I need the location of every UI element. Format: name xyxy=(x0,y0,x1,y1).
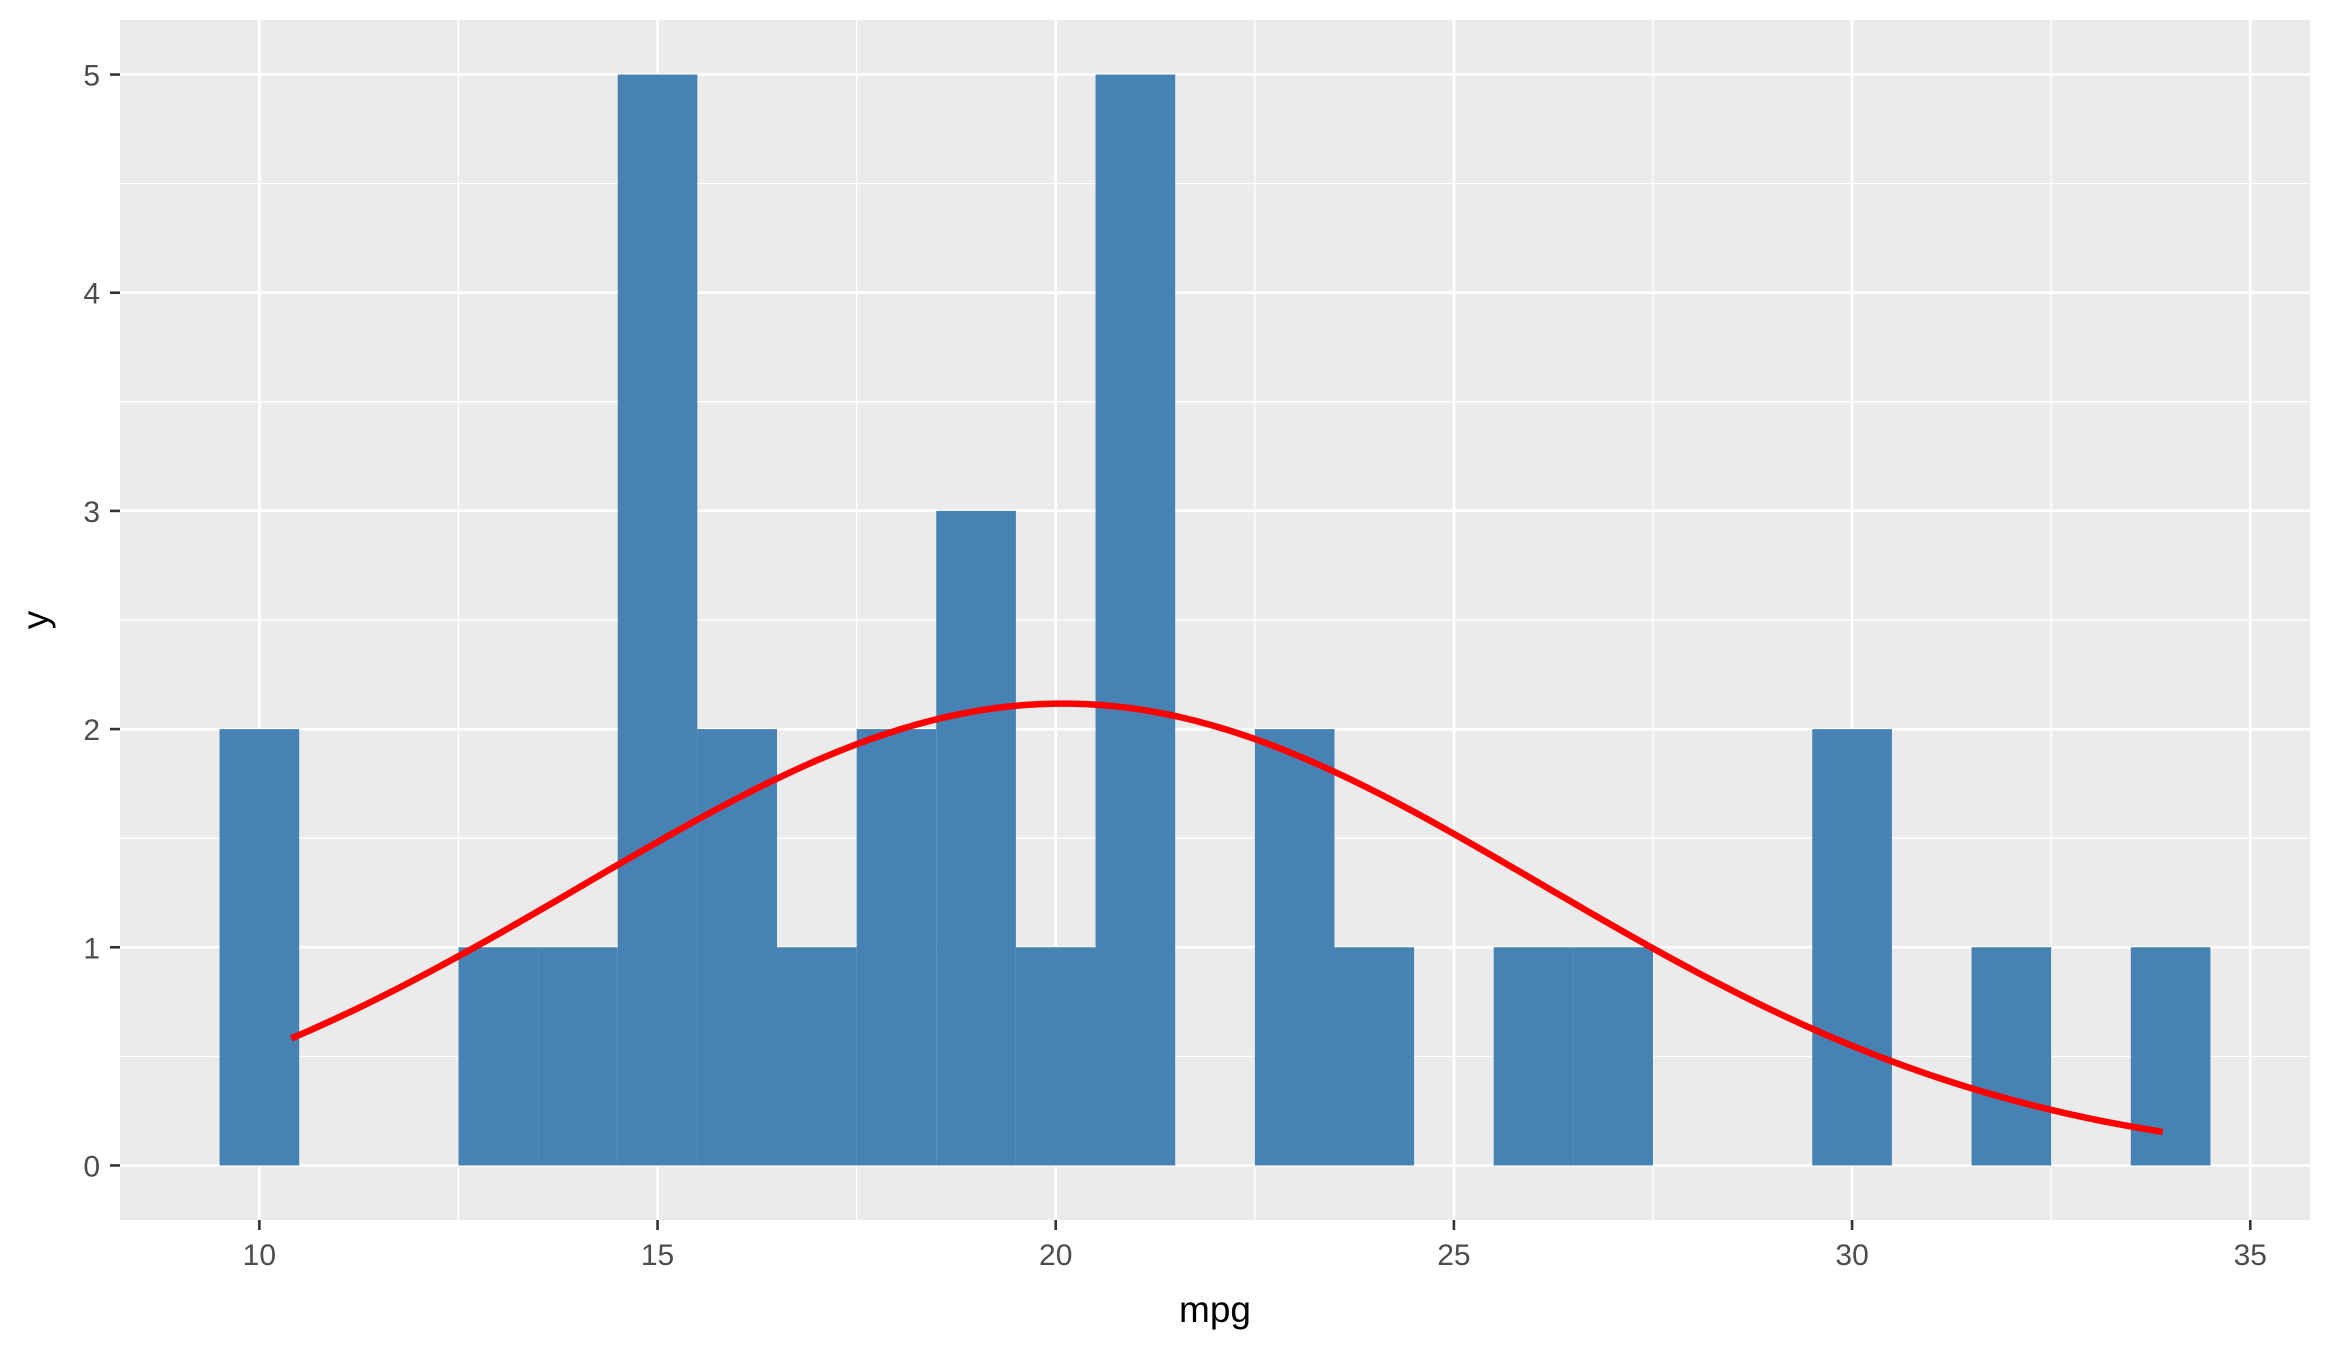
histogram-bar xyxy=(856,729,937,1166)
histogram-bar xyxy=(1812,729,1892,1166)
y-tick-label: 0 xyxy=(83,1150,100,1183)
histogram-bar xyxy=(777,947,857,1166)
histogram-bar xyxy=(219,729,300,1166)
x-axis-title: mpg xyxy=(1179,1289,1251,1330)
x-tick-label: 15 xyxy=(641,1239,674,1272)
x-tick-label: 10 xyxy=(243,1239,276,1272)
histogram-bar xyxy=(697,729,777,1166)
y-tick-label: 5 xyxy=(83,60,100,93)
histogram-bar xyxy=(2130,947,2211,1166)
histogram-bar xyxy=(1493,947,1574,1166)
histogram-bars xyxy=(219,74,2211,1166)
y-axis-ticks: 0 1 2 3 4 5 xyxy=(83,60,120,1183)
histogram-bar xyxy=(538,947,618,1166)
x-tick-label: 30 xyxy=(1835,1239,1868,1272)
y-tick-label: 4 xyxy=(83,278,100,311)
normal-density-curve xyxy=(289,700,2164,1136)
histogram-bar xyxy=(1573,947,1653,1166)
y-tick-label: 3 xyxy=(83,496,100,529)
y-tick-label: 1 xyxy=(83,932,100,965)
y-tick-label: 2 xyxy=(83,714,100,747)
histogram-bar xyxy=(617,74,698,1166)
histogram-bar xyxy=(1334,947,1415,1166)
histogram-bar xyxy=(1254,729,1335,1166)
y-axis-title: y xyxy=(15,610,56,629)
x-tick-label: 35 xyxy=(2234,1239,2267,1272)
histogram-bar xyxy=(1015,947,1096,1166)
histogram-bar xyxy=(458,947,539,1166)
histogram-bar xyxy=(1971,947,2052,1166)
x-axis-ticks: 10 15 20 25 30 35 xyxy=(243,1220,2267,1272)
x-tick-label: 25 xyxy=(1437,1239,1470,1272)
histogram-bar xyxy=(936,510,1016,1166)
x-tick-label: 20 xyxy=(1039,1239,1072,1272)
histogram-bar xyxy=(1095,74,1176,1166)
